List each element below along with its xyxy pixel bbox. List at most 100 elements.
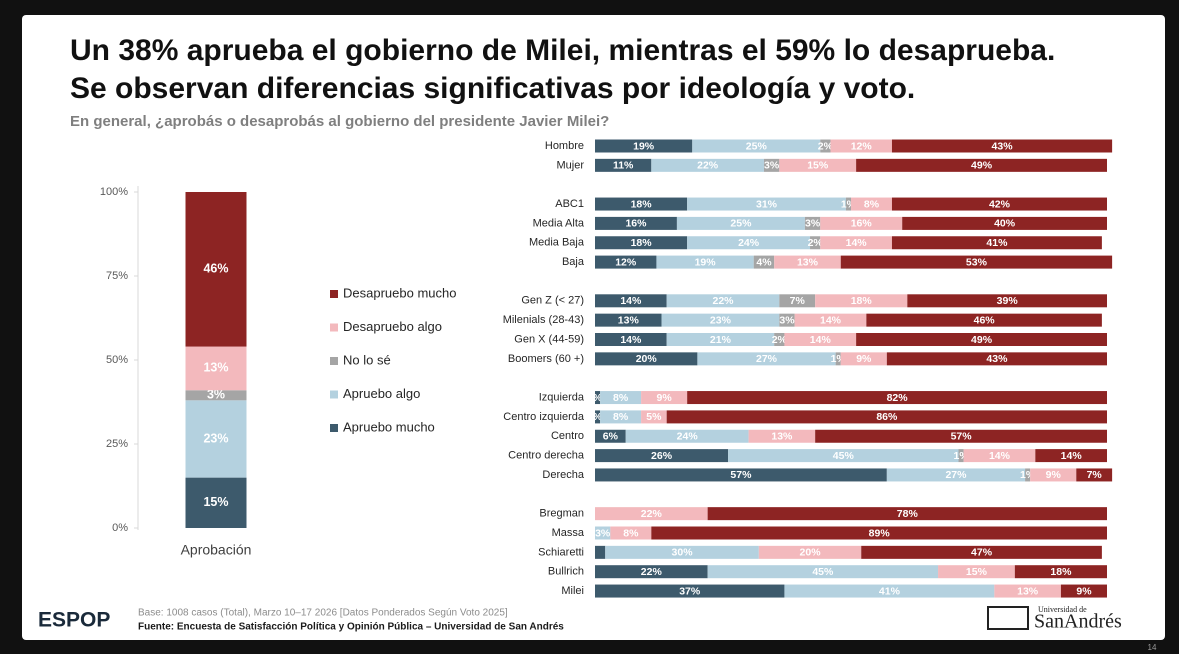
bar-segment [1035, 449, 1107, 463]
value-label: 22% [697, 160, 719, 172]
bar-segment [763, 158, 780, 172]
category-label: Mujer [556, 159, 584, 171]
bar-segment [641, 410, 667, 424]
value-label: % [593, 411, 603, 423]
bar-segment [963, 449, 1036, 463]
bar-segment [779, 313, 795, 327]
bar-segment [185, 400, 247, 478]
value-label: 26% [651, 450, 673, 462]
bar-segment [185, 390, 247, 401]
value-label: 13% [203, 361, 228, 375]
bar-segment [861, 545, 1102, 559]
bar-segment [661, 313, 780, 327]
value-label: 78% [897, 508, 919, 520]
value-label: 14% [620, 334, 642, 346]
value-label: 9% [657, 392, 673, 404]
bar-segment [845, 197, 851, 211]
value-label: 15% [203, 495, 228, 509]
value-label: 3% [595, 527, 611, 539]
value-label: 8% [864, 198, 880, 210]
value-label: 43% [986, 353, 1008, 365]
value-label: 13% [1017, 585, 1039, 597]
y-tick-label: 25% [106, 438, 128, 450]
bar-segment [779, 158, 857, 172]
category-label: Boomers (60 +) [508, 353, 584, 365]
category-label: Centro derecha [508, 450, 585, 462]
bar-segment [595, 584, 785, 598]
value-label: 18% [851, 295, 873, 307]
bar-segment [692, 139, 821, 153]
value-label: 47% [971, 547, 993, 559]
value-label: 14% [810, 334, 832, 346]
bar-segment [651, 526, 1107, 540]
category-label: Derecha [542, 469, 584, 481]
value-label: 31% [756, 198, 778, 210]
value-label: 42% [989, 198, 1011, 210]
value-label: 3% [779, 314, 795, 326]
value-label: 3% [805, 218, 821, 230]
value-label: 2% [818, 140, 834, 152]
bar-segment [835, 352, 841, 366]
page-number: 14 [1148, 643, 1157, 652]
bar-segment [600, 410, 642, 424]
value-label: 37% [679, 585, 701, 597]
value-label: 13% [797, 256, 819, 268]
value-label: 20% [800, 547, 822, 559]
bar-segment [666, 294, 780, 308]
value-label: 45% [812, 566, 834, 578]
bar-segment [595, 313, 662, 327]
category-label: Baja [562, 256, 585, 268]
bar-segment [891, 236, 1102, 250]
value-label: 8% [613, 392, 629, 404]
bar-segment [185, 346, 247, 391]
bar-segment [610, 526, 652, 540]
bar-segment [666, 333, 775, 346]
value-label: 23% [710, 314, 732, 326]
value-label: 41% [986, 237, 1008, 249]
legend-swatch [330, 323, 338, 332]
base-note: Base: 1008 casos (Total), Marzo 10–17 20… [138, 608, 508, 619]
category-label: Gen X (44-59) [514, 333, 584, 345]
category-label: Hombre [545, 140, 584, 152]
bar-segment [595, 352, 698, 366]
bar-segment [856, 333, 1107, 346]
bar-segment [697, 352, 836, 366]
y-tick-label: 100% [100, 186, 128, 198]
bar-segment [595, 391, 601, 405]
bar-segment [595, 197, 688, 211]
category-label: Gen Z (< 27) [521, 295, 584, 307]
value-label: 46% [974, 314, 996, 326]
legend-swatch [330, 390, 338, 399]
value-label: 40% [994, 218, 1016, 230]
value-label: 14% [820, 314, 842, 326]
bar-segment [1025, 468, 1031, 482]
bar-segment [595, 294, 667, 308]
value-label: 53% [966, 256, 988, 268]
value-label: 20% [636, 353, 658, 365]
value-label: 86% [876, 411, 898, 423]
value-label: 27% [756, 353, 778, 365]
bar-segment [784, 333, 857, 346]
bar-segment [891, 139, 1113, 153]
bar-segment [595, 216, 677, 230]
value-label: 2% [808, 237, 824, 249]
bar-segment [815, 294, 908, 308]
value-label: 14% [989, 450, 1011, 462]
bar-segment [820, 139, 831, 153]
category-label: Media Alta [533, 217, 585, 229]
category-label: Media Baja [529, 237, 585, 249]
bar-segment [866, 313, 1102, 327]
bar-segment [651, 158, 764, 172]
category-label: Milei [561, 585, 584, 597]
value-label: 9% [1046, 469, 1062, 481]
value-label: 82% [887, 392, 909, 404]
bar-segment [1076, 468, 1113, 482]
bar-segment [676, 216, 805, 230]
bar-segment [595, 565, 708, 579]
bar-segment [830, 139, 892, 153]
legend-label: Apruebo mucho [343, 419, 435, 434]
value-label: 25% [746, 140, 768, 152]
bar-segment [656, 255, 754, 269]
legend-swatch [330, 290, 338, 298]
value-label: 9% [1076, 585, 1092, 597]
